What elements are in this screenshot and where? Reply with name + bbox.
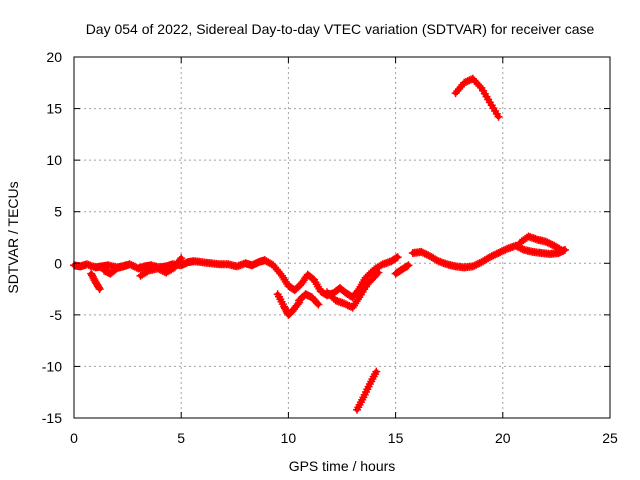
y-axis-title: SDTVAR / TECUs [5,181,21,293]
data-point [155,265,164,274]
data-point [404,261,413,270]
data-point [175,256,184,264]
series-track-low-4 [391,261,413,278]
x-tick-label: 15 [388,430,404,446]
data-point [494,112,503,121]
series-track-low-1 [273,290,304,319]
data-point [546,240,555,249]
tick-layer: 0 5 10 15 20 25 -15 -10 -5 0 5 10 15 20 [42,49,618,446]
data-point [157,266,165,275]
y-tick-label: 10 [46,152,62,168]
data-point [557,245,566,254]
data-point [177,254,186,263]
data-point [392,253,401,262]
series-track-low-2 [295,290,323,309]
plot-frame [73,56,611,419]
data-point [497,247,506,256]
series-track-dip-3 [136,254,186,280]
data-point [403,262,412,271]
x-tick-label: 0 [70,430,78,446]
series-track-dip-1 [87,269,104,294]
y-tick-label: 0 [54,255,62,271]
grid-layer [74,57,610,418]
data-point [340,299,349,308]
series-track-high [451,74,503,121]
series-track-main-3 [408,241,569,272]
data-point [121,261,130,270]
series-track-upper-1 [516,232,567,255]
x-tick-label: 20 [495,430,511,446]
y-tick-label: -10 [42,358,62,374]
data-point [143,267,152,276]
data-point [95,285,104,294]
data-point [393,253,402,262]
data-point [558,246,567,255]
data-point [372,367,381,376]
data-point [473,80,482,89]
series-track-dip-2 [100,261,130,278]
data-point [461,78,470,86]
y-tick-label: 5 [54,204,62,220]
chart-title: Day 054 of 2022, Sidereal Day-to-day VTE… [86,21,595,37]
series-track-low-3 [323,268,383,312]
data-point [485,253,494,262]
data-point [473,259,482,268]
data-point [463,77,472,86]
data-point [419,248,427,257]
data-point [374,268,383,277]
x-axis-title: GPS time / hours [289,458,396,474]
y-tick-label: 20 [46,49,62,65]
x-tick-label: 5 [177,430,185,446]
data-point [496,248,505,257]
data-point [475,82,484,91]
y-tick-label: -5 [50,307,63,323]
data-point [377,261,385,270]
series-track-very-low [353,367,381,414]
data-point [475,259,484,268]
data-point [417,247,426,256]
data-point [518,245,527,254]
x-tick-label: 25 [602,430,618,446]
data-point [484,254,493,263]
data-layer [70,74,569,414]
y-tick-label: -15 [42,410,62,426]
data-point [548,240,557,249]
y-tick-label: 15 [46,101,62,117]
data-point [314,300,323,309]
data-point [313,299,322,308]
x-tick-label: 10 [281,430,297,446]
data-point [94,283,103,292]
